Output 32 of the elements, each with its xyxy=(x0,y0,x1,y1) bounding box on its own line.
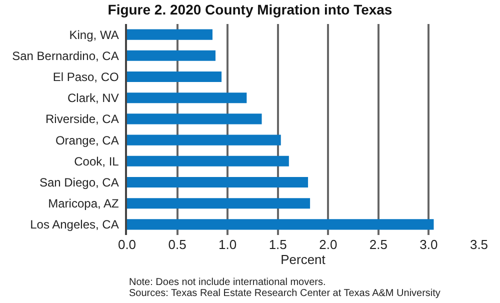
y-tick-label: Maricopa, AZ xyxy=(48,196,119,211)
x-axis-title: Percent xyxy=(280,252,326,267)
y-tick-label: Los Angeles, CA xyxy=(30,218,119,232)
y-tick-label: San Bernardino, CA xyxy=(12,48,119,63)
x-tick-label: 1.5 xyxy=(268,237,287,252)
bar xyxy=(127,114,262,124)
x-tick-label: 2.5 xyxy=(369,237,388,252)
bar xyxy=(127,29,212,40)
y-tick-label: King, WA xyxy=(69,28,119,42)
text: Note: Does not include international movers. xyxy=(129,277,326,288)
y-tick-label: Orange, CA xyxy=(55,133,119,148)
bar xyxy=(127,198,310,209)
chart-title: Figure 2. 2020 County Migration into Texas xyxy=(108,1,392,18)
x-tick-label: 0.5 xyxy=(168,237,186,252)
bar xyxy=(127,176,308,188)
bar xyxy=(127,50,216,61)
x-tick-label: 2.0 xyxy=(319,237,338,252)
y-tick-label: El Paso, CO xyxy=(52,70,119,84)
bar xyxy=(127,156,289,166)
bar xyxy=(127,92,247,104)
x-tick-label: 3.5 xyxy=(470,237,488,252)
x-tick-label: 0.0 xyxy=(118,237,136,252)
x-tick-label: 1.0 xyxy=(218,237,237,252)
y-tick-label: Clark, NV xyxy=(68,91,119,106)
x-tick-label: 3.0 xyxy=(420,237,438,252)
bar xyxy=(127,219,434,230)
bar xyxy=(127,134,281,146)
bar xyxy=(127,71,222,82)
y-tick-label: San Diego, CA xyxy=(39,175,119,190)
y-tick-label: Cook, IL xyxy=(74,154,120,168)
y-tick-label: Riverside, CA xyxy=(45,112,119,126)
source-note: Sources: Texas Real Estate Research Center at Texas A&M University xyxy=(129,288,440,299)
